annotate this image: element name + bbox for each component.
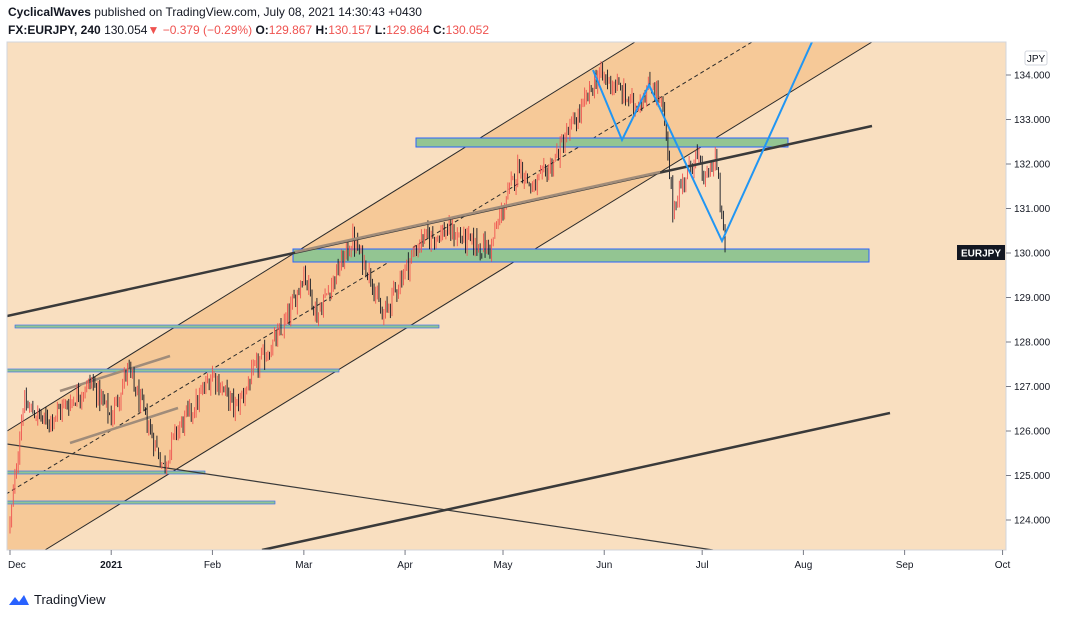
open-value: 129.867 (268, 23, 313, 37)
y-tick-label: 133.000 (1014, 115, 1051, 126)
x-tick-label: Jul (696, 560, 709, 571)
zone-127-4 (7, 368, 340, 373)
x-tick-label: Jun (596, 560, 612, 571)
plot-area (7, 42, 891, 550)
currency-badge[interactable] (1024, 50, 1048, 66)
low-value: 129.864 (386, 23, 430, 37)
y-axis[interactable]: 134.000 133.000 132.000 131.000 130.000 129.0… (1006, 71, 1051, 527)
x-tick-label: Mar (295, 560, 313, 571)
x-tick-label: Oct (995, 560, 1011, 571)
footer-brand[interactable]: TradingView (34, 592, 106, 607)
y-tick-label: 125.000 (1014, 471, 1051, 482)
publish-info: CyclicalWaves published on TradingView.c… (8, 5, 422, 19)
y-tick-label: 129.000 (1014, 293, 1051, 304)
y-tick-label: 130.000 (1014, 249, 1051, 260)
x-tick-label: 2021 (100, 560, 123, 571)
close-label: C: (432, 23, 446, 37)
high-value: 130.157 (328, 23, 372, 37)
symbol-label: FX:EURJPY, 240 (8, 23, 101, 37)
x-tick-label: Aug (794, 560, 812, 571)
wedge-lower-line (69, 406, 179, 445)
y-tick-label: 128.000 (1014, 338, 1051, 349)
channel-upper-line (7, 42, 636, 432)
high-label: H: (315, 23, 329, 37)
x-tick-label: Dec (8, 560, 26, 571)
x-axis[interactable]: Dec 2021 Feb Mar Apr May Jun Jul Aug Sep Oct (8, 550, 1011, 571)
support-zone (292, 248, 870, 263)
y-tick-label: 132.000 (1014, 160, 1051, 171)
footer: TradingView (8, 592, 106, 607)
low-label: L: (374, 23, 387, 37)
candle-series (9, 61, 726, 534)
published-text: published on TradingView.com, July 08, 2… (94, 5, 422, 19)
price-tag-label: EURJPY (961, 249, 1001, 260)
price-chart[interactable]: 134.000 133.000 132.000 131.000 130.000 129.0… (0, 0, 1073, 590)
zone-124-4 (7, 500, 276, 505)
y-tick-label: 134.000 (1014, 71, 1051, 82)
long-support-trendline (261, 411, 891, 550)
descending-trendline (7, 443, 714, 550)
tradingview-logo-icon[interactable] (8, 593, 30, 607)
resistance-zone (415, 137, 789, 148)
channel-lower-line (44, 42, 873, 550)
x-tick-label: Apr (397, 560, 413, 571)
x-tick-label: Sep (896, 560, 914, 571)
neckline-segment-highlight (294, 170, 661, 254)
rising-channel (7, 42, 872, 550)
price-tag-box (957, 245, 1005, 260)
x-tick-label: Feb (204, 560, 222, 571)
price-tag: EURJPY (957, 245, 1005, 260)
projection-path (592, 42, 813, 244)
open-label: O: (255, 23, 269, 37)
last-price: 130.054 (104, 23, 148, 37)
y-tick-label: 124.000 (1014, 516, 1051, 527)
currency-badge-label: JPY (1027, 54, 1046, 65)
y-tick-label: 127.000 (1014, 382, 1051, 393)
plot-frame (6, 41, 1007, 551)
down-arrow-icon: ▼ (147, 23, 160, 37)
y-tick-label: 126.000 (1014, 427, 1051, 438)
ohlc-legend: FX:EURJPY, 240 130.054▼ −0.379 (−0.29%) … (8, 23, 489, 37)
close-value: 130.052 (445, 23, 490, 37)
zone-128-4 (14, 324, 440, 329)
x-tick-label: May (494, 560, 513, 571)
y-tick-label: 131.000 (1014, 204, 1051, 215)
zone-125-1 (7, 470, 206, 475)
author-name[interactable]: CyclicalWaves (8, 5, 91, 19)
change-value: −0.379 (−0.29%) (162, 23, 253, 37)
